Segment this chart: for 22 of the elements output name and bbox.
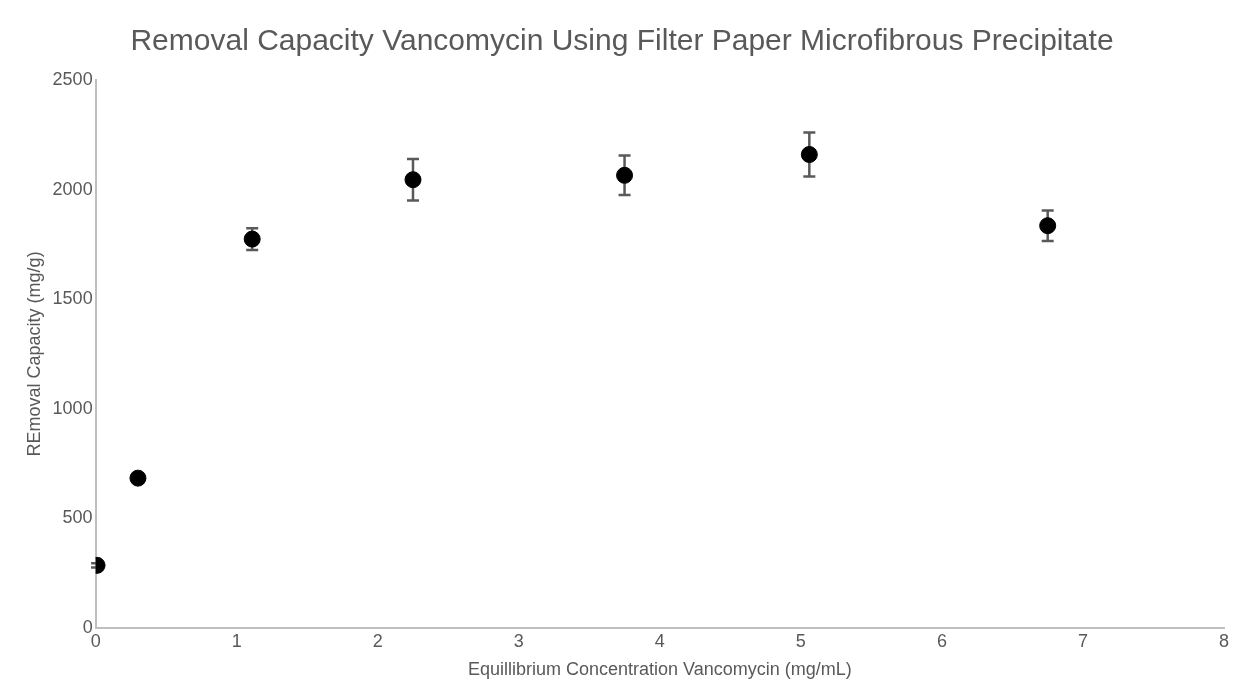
y-tick-label: 0: [82, 616, 93, 637]
y-tick-label: 2000: [52, 178, 93, 199]
x-axis-title: Equillibrium Concentration Vancomycin (mg/mL): [467, 659, 852, 680]
point: [1039, 217, 1057, 235]
x-tick-label: 8: [1218, 630, 1230, 651]
y-tick-label: 1000: [52, 397, 93, 418]
x-tick-label: 2: [372, 630, 383, 651]
x-tick-label: 5: [795, 630, 806, 651]
x-tick-label: 4: [654, 630, 665, 651]
point: [616, 166, 634, 184]
point: [243, 230, 261, 248]
y-tick-label: 2500: [52, 68, 93, 89]
y-tick-label: 1500: [52, 288, 93, 309]
chart-title: Removal Capacity Vancomycin Using Filter Paper Microfibrous Precipitate: [130, 23, 1114, 57]
point: [800, 146, 818, 163]
x-tick-label: 3: [513, 630, 524, 651]
x-tick-label: 1: [231, 630, 242, 651]
y-axis-title: REmoval Capacity (mg/g): [23, 251, 44, 457]
x-tick-label: 7: [1077, 630, 1088, 651]
y-tick-label: 500: [62, 507, 93, 528]
point: [404, 171, 422, 189]
x-tick-label: 6: [936, 630, 947, 651]
